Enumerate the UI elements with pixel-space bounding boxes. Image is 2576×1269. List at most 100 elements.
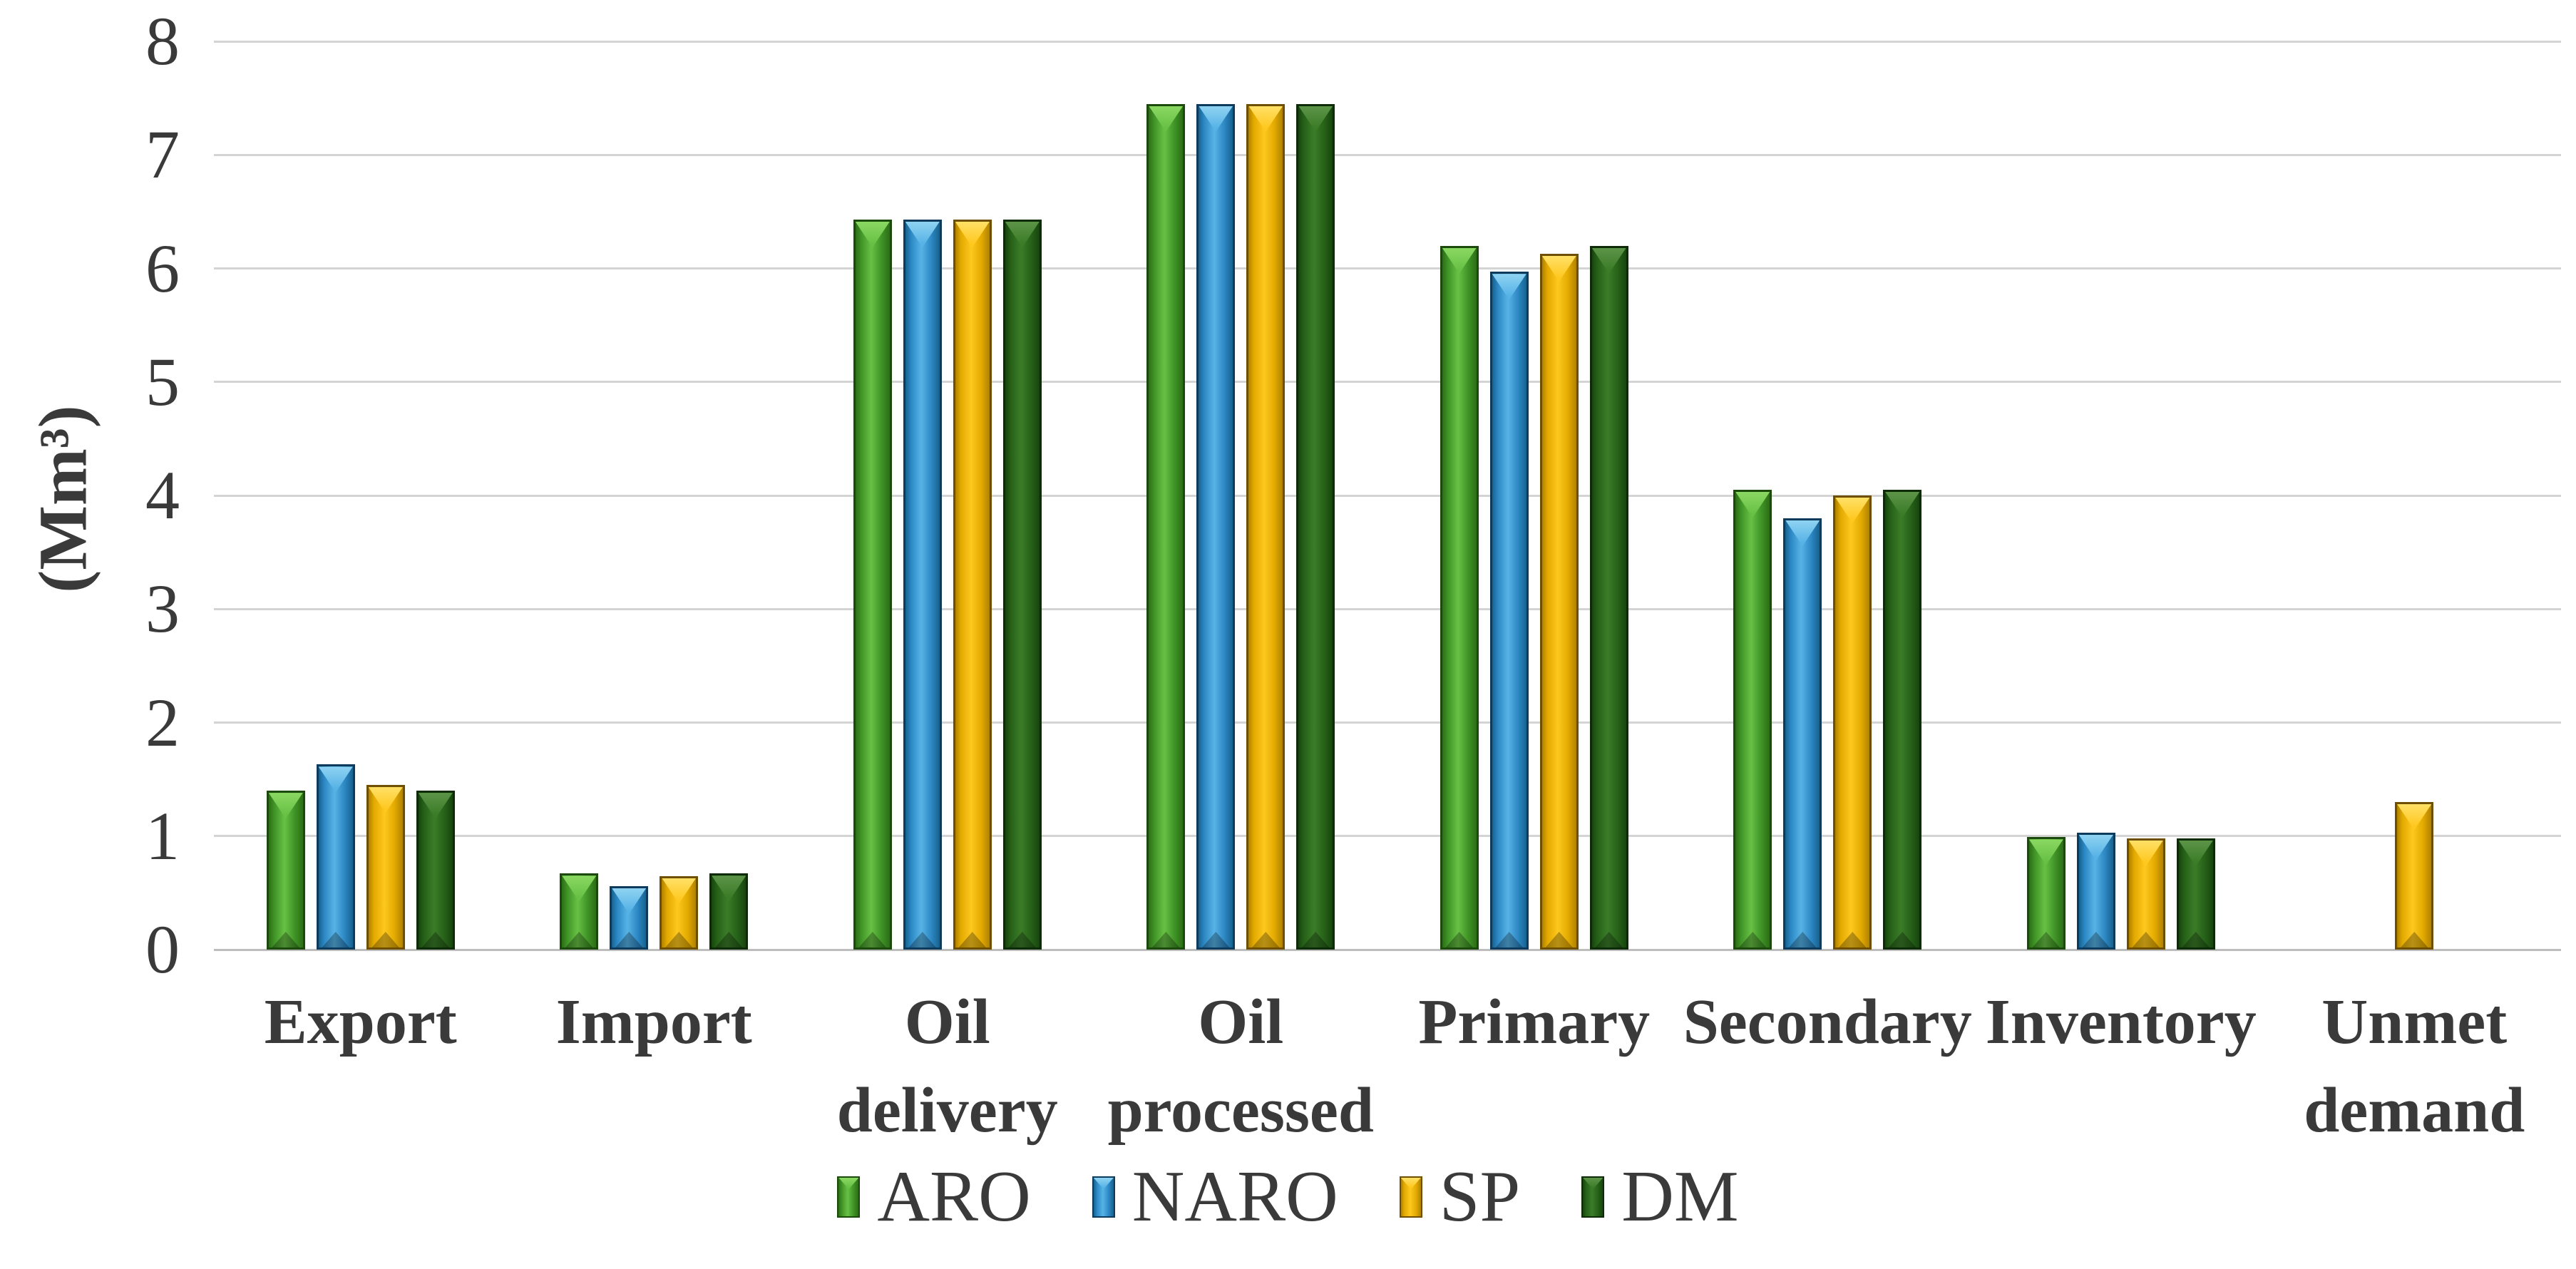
bar-aro-secondary (1733, 490, 1772, 950)
bar-dm-inventory (2176, 838, 2215, 950)
bar-naro-export (316, 764, 355, 950)
bar-top-chevron (712, 875, 746, 902)
bar-top-chevron (1298, 106, 1333, 132)
legend-label-aro: ARO (877, 1156, 1031, 1237)
bar-bottom-shade (1839, 932, 1867, 947)
bar-group-secondary (1681, 41, 1975, 950)
bar-top-chevron (368, 787, 403, 813)
bar-top-chevron (1005, 222, 1040, 248)
bar-top-chevron (1199, 106, 1233, 132)
bar-groups (214, 41, 2561, 950)
bar-top-chevron (2128, 840, 2163, 866)
category-label-line: Inventory (1985, 987, 2257, 1057)
bar-aro-oil-processed (1146, 103, 1186, 950)
bar-bottom-shade (2182, 932, 2210, 947)
bar-top-chevron (1248, 106, 1283, 132)
bar-group-primary (1387, 41, 1681, 950)
legend-item-naro: NARO (1092, 1161, 1338, 1233)
bar-group-import (508, 41, 801, 950)
gridline-y-4 (214, 494, 2561, 497)
category-label-line: Oil (904, 987, 990, 1057)
bar-bottom-shade (615, 932, 643, 947)
legend-item-aro: ARO (837, 1156, 1031, 1237)
bar-bottom-shade (1302, 932, 1330, 947)
bar-dm-import (709, 873, 749, 950)
bar-bottom-shade (2082, 932, 2110, 947)
y-tick-label-5: 5 (145, 343, 180, 420)
bar-group-oil-processed (1094, 41, 1388, 950)
bar-bottom-shade (2032, 932, 2060, 947)
bar-top-chevron (905, 222, 940, 248)
y-tick-label-1: 1 (145, 797, 180, 874)
bar-top-chevron (612, 888, 647, 914)
y-tick-label-2: 2 (145, 684, 180, 761)
category-label-inventory: Inventory (1974, 978, 2268, 1155)
bar-top-chevron (318, 766, 353, 793)
legend-marker-chevron (838, 1178, 859, 1189)
gridline-y-0 (214, 948, 2561, 951)
bar-bottom-shade (665, 932, 693, 947)
y-tick-label-3: 3 (145, 570, 180, 647)
bar-naro-secondary (1783, 518, 1822, 950)
bar-bottom-shade (371, 932, 399, 947)
legend-marker-sp (1399, 1176, 1422, 1218)
plot-area (214, 40, 2561, 951)
category-label-line: demand (2304, 1075, 2525, 1146)
category-axis-labels: Export Import Oil delivery Oil processed Prima… (214, 978, 2561, 1155)
category-label-oil-processed: Oil processed (1094, 978, 1388, 1155)
bar-top-chevron (2078, 834, 2113, 860)
bar-dm-secondary (1883, 490, 1922, 950)
bar-bottom-shade (1202, 932, 1230, 947)
category-label-import: Import (508, 978, 801, 1155)
gridline-y-2 (214, 721, 2561, 724)
legend-label-dm: DM (1621, 1156, 1739, 1237)
bar-group-export (214, 41, 508, 950)
y-tick-label-4: 4 (145, 457, 180, 533)
bar-bottom-shade (908, 932, 936, 947)
category-label-line: Primary (1418, 987, 1651, 1057)
bar-bottom-shade (1495, 932, 1523, 947)
legend-item-sp: SP (1399, 1161, 1520, 1233)
legend-marker-chevron (1400, 1178, 1421, 1189)
bar-top-chevron (855, 222, 890, 248)
gridline-y-5 (214, 381, 2561, 384)
bar-bottom-shade (1545, 932, 1573, 947)
bar-dm-primary (1589, 245, 1628, 950)
bar-dm-oil-processed (1296, 103, 1335, 950)
bar-aro-primary (1440, 245, 1479, 950)
bar-naro-primary (1489, 272, 1529, 950)
gridline-y-3 (214, 607, 2561, 610)
bar-top-chevron (662, 878, 697, 904)
bar-top-chevron (1591, 247, 1626, 274)
bar-sp-inventory (2126, 838, 2165, 950)
bar-bottom-shade (2401, 932, 2428, 947)
bar-bottom-shade (1152, 932, 1180, 947)
bar-bottom-shade (272, 932, 299, 947)
gridline-y-6 (214, 267, 2561, 269)
gridline-y-1 (214, 835, 2561, 838)
bar-top-chevron (1885, 492, 1920, 518)
bar-naro-oil-delivery (903, 220, 942, 950)
bar-sp-import (660, 875, 699, 950)
legend: ARO NARO SP DM (0, 1161, 2576, 1233)
category-label-export: Export (214, 978, 508, 1155)
gridline-y-8 (214, 40, 2561, 43)
category-label-line: Import (555, 987, 752, 1057)
category-label-secondary: Secondary (1681, 978, 1975, 1155)
bar-aro-export (266, 791, 305, 950)
category-label-oil-delivery: Oil delivery (801, 978, 1094, 1155)
bar-group-unmet-demand (2268, 41, 2562, 950)
bar-dm-oil-delivery (1002, 220, 1042, 950)
category-label-primary: Primary (1387, 978, 1681, 1155)
bar-top-chevron (2028, 839, 2063, 865)
bar-bottom-shade (1739, 932, 1767, 947)
bar-top-chevron (2397, 803, 2432, 830)
bar-bottom-shade (1445, 932, 1473, 947)
category-label-line: Secondary (1683, 987, 1972, 1057)
bar-aro-import (560, 873, 599, 950)
y-tick-label-8: 8 (145, 3, 180, 79)
bar-bottom-shade (1252, 932, 1280, 947)
bar-group-inventory (1974, 41, 2268, 950)
bar-bottom-shade (565, 932, 593, 947)
bar-sp-oil-delivery (953, 220, 992, 950)
